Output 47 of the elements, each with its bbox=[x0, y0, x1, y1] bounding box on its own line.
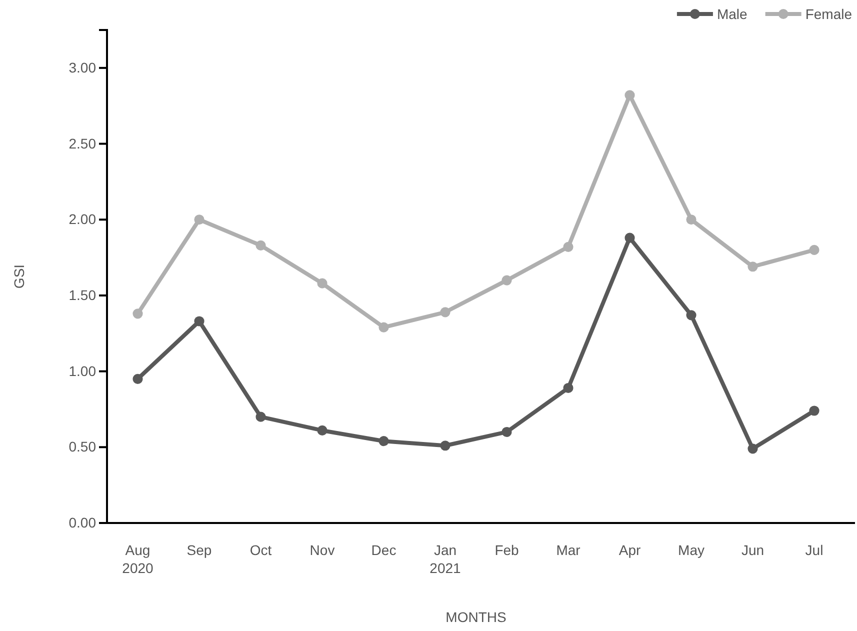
point bbox=[256, 412, 266, 422]
point bbox=[809, 406, 820, 416]
point bbox=[317, 425, 328, 436]
y-tick-label: 0.00 bbox=[68, 514, 96, 530]
x-tick-label: Mar bbox=[556, 542, 581, 558]
x-tick-label: Feb bbox=[494, 542, 520, 558]
point bbox=[624, 90, 635, 100]
legend-label: Female bbox=[805, 6, 852, 22]
point bbox=[317, 278, 328, 288]
point bbox=[686, 214, 696, 225]
y-tick-label: 1.50 bbox=[68, 286, 96, 303]
point bbox=[502, 426, 512, 438]
x-tick-label: Sep bbox=[186, 542, 212, 558]
point bbox=[748, 262, 758, 272]
point bbox=[686, 310, 696, 320]
point bbox=[194, 214, 204, 225]
point bbox=[502, 275, 512, 286]
y-tick-label: 3.00 bbox=[68, 59, 96, 76]
y-axis-title: GSI bbox=[11, 264, 27, 289]
y-tick-label: 0.50 bbox=[68, 438, 96, 455]
x-tick-label: Apr bbox=[618, 542, 641, 558]
x-tick-label: Jan 2021 bbox=[430, 542, 462, 576]
x-tick-label: Dec bbox=[371, 542, 396, 558]
point bbox=[132, 374, 143, 384]
y-tick-label: 1.00 bbox=[68, 362, 96, 379]
y-tick-label: 2.00 bbox=[68, 211, 96, 228]
point bbox=[440, 307, 450, 318]
point bbox=[378, 436, 389, 446]
point bbox=[624, 232, 635, 243]
x-tick-label: Jul bbox=[805, 542, 824, 558]
point bbox=[194, 316, 204, 326]
point bbox=[809, 244, 820, 255]
x-tick-label: Nov bbox=[310, 542, 335, 558]
point bbox=[748, 444, 758, 454]
legend-label: Male bbox=[716, 6, 748, 22]
x-tick-label: Aug 2020 bbox=[122, 542, 154, 576]
point bbox=[440, 440, 450, 451]
x-tick-label: Oct bbox=[250, 542, 272, 558]
point bbox=[563, 382, 574, 394]
point bbox=[256, 240, 266, 250]
x-tick-label: Jun bbox=[741, 542, 764, 558]
point bbox=[563, 242, 574, 252]
x-axis-title: MONTHS bbox=[446, 609, 506, 625]
x-tick-label: May bbox=[678, 542, 704, 558]
point bbox=[378, 322, 389, 332]
y-tick-label: 2.50 bbox=[68, 135, 96, 152]
point bbox=[132, 308, 143, 319]
